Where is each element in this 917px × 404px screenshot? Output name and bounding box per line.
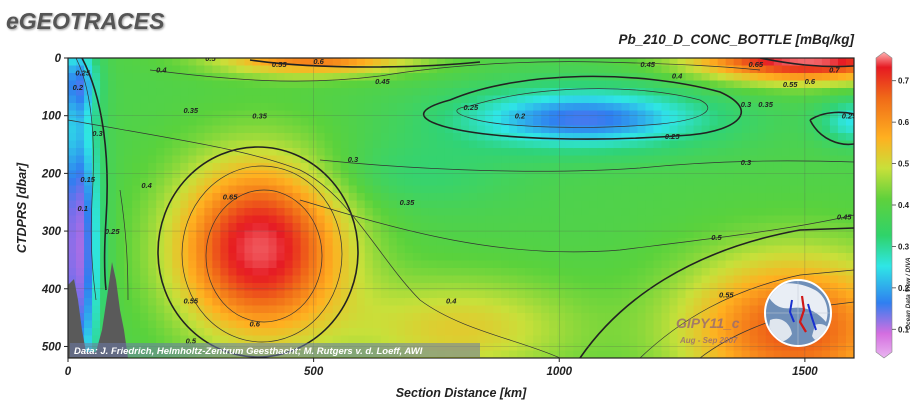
contour-label: 0.35 xyxy=(252,112,267,121)
x-tick-label: 1000 xyxy=(546,366,572,378)
contour-label: 0.45 xyxy=(640,60,655,69)
y-axis-label: CTDPRS [dbar] xyxy=(15,162,29,253)
plot-frame xyxy=(67,57,855,359)
contour-label: 0.45 xyxy=(375,77,390,86)
contour-label: 0.45 xyxy=(837,213,852,222)
contour-label: 0.15 xyxy=(80,175,95,184)
contour-label: 0.5 xyxy=(711,233,722,242)
colorbar-tick-label: 0.5 xyxy=(898,160,910,169)
contour-labels: 0.25 0.2 0.3 0.4 0.35 0.5 0.55 0.6 0.45 0.35 0.3 0.… xyxy=(73,54,857,346)
contour-label: 0.25 xyxy=(105,227,120,236)
contour-label: 0.5 xyxy=(205,54,216,63)
x-tick-label: 500 xyxy=(304,366,324,378)
contour-label: 0.6 xyxy=(249,319,260,328)
contour-label: 0.6 xyxy=(313,57,324,66)
chart-title: Pb_210_D_CONC_BOTTLE [mBq/kg] xyxy=(618,32,854,47)
y-tick-label: 100 xyxy=(42,111,62,123)
y-tick-label: 300 xyxy=(42,226,62,238)
x-tick-label: 1500 xyxy=(792,366,818,378)
y-tick-label: 400 xyxy=(41,284,62,296)
contour-label: 0.35 xyxy=(758,100,773,109)
contour-label: 0.4 xyxy=(156,66,167,75)
brand-logo: eGEOTRACES xyxy=(6,8,165,34)
contour-label: 0.3 xyxy=(348,155,359,164)
inset-map xyxy=(764,279,832,347)
colorbar-tick-label: 0.7 xyxy=(898,77,910,86)
contour-label: 0.3 xyxy=(92,129,103,138)
y-tick-label: 500 xyxy=(42,341,62,353)
contour-label: 0.7 xyxy=(829,66,840,75)
colorbar-credit: Ocean Data View / DIVA xyxy=(905,257,912,330)
colorbar-tick-label: 0.1 xyxy=(898,325,910,334)
contour-label: 0.6 xyxy=(805,77,816,86)
contour-label: 0.25 xyxy=(75,68,90,77)
credit-band xyxy=(70,343,480,357)
colorbar xyxy=(875,51,893,359)
cruise-date: Aug - Sep 2007 xyxy=(679,336,738,345)
colorbar-tick-label: 0.2 xyxy=(898,284,910,293)
contour-label: 0.3 xyxy=(741,158,752,167)
cruise-name: GIPY11_c xyxy=(676,315,740,331)
contour-label: 0.25 xyxy=(464,103,479,112)
contour-label: 0.65 xyxy=(223,192,238,201)
seafloor xyxy=(68,262,128,358)
contour-label: 0.2 xyxy=(515,112,526,121)
contour-label: 0.1 xyxy=(78,204,88,213)
contour-label: 0.55 xyxy=(783,80,798,89)
colorbar-tick-label: 0.6 xyxy=(898,118,910,127)
colorbar-ticks: 0.1 0.2 0.3 0.4 0.5 0.6 0.7 xyxy=(892,77,910,334)
contour-label: 0.2 xyxy=(73,83,84,92)
contour-label: 0.4 xyxy=(446,296,457,305)
contour-label: 0.35 xyxy=(184,106,199,115)
y-tick-label: 200 xyxy=(41,168,62,180)
x-axis-label: Section Distance [km] xyxy=(396,386,527,400)
axes: 0 500 1000 1500 0 100 200 300 400 500 xyxy=(41,53,818,378)
contour-label: 0.4 xyxy=(672,71,683,80)
contour-label: 0.55 xyxy=(272,60,287,69)
contour-label: 0.25 xyxy=(665,132,680,141)
contour-label: 0.65 xyxy=(748,60,763,69)
contour-label: 0.25 xyxy=(842,112,857,121)
contour-label: 0.55 xyxy=(184,296,199,305)
colorbar-tick-label: 0.3 xyxy=(898,242,910,251)
contour-label: 0.5 xyxy=(186,337,197,346)
colorbar-tick-label: 0.4 xyxy=(898,201,910,210)
contour-label: 0.3 xyxy=(741,100,752,109)
y-tick-label: 0 xyxy=(55,53,62,65)
contour-label: 0.4 xyxy=(141,181,152,190)
data-credit: Data: J. Friedrich, Helmholtz-Zentrum Ge… xyxy=(74,346,423,357)
x-tick-label: 0 xyxy=(65,366,72,378)
contour-label: 0.55 xyxy=(719,291,734,300)
contour-label: 0.35 xyxy=(400,198,415,207)
